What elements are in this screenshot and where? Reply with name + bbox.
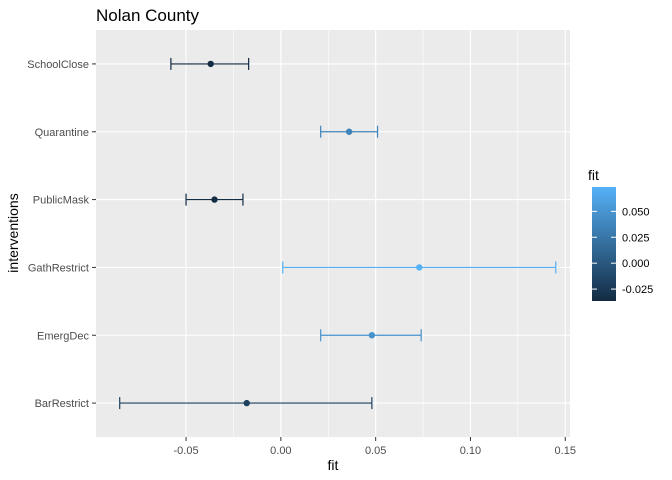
point-barrestrict <box>243 399 250 407</box>
point-emergdec <box>368 332 376 339</box>
y-tick-label: EmergDec <box>37 330 89 342</box>
x-tick-labels: -0.05 0.00 0.05 0.10 0.15 <box>174 445 576 457</box>
x-tick-label: 0.10 <box>460 445 481 457</box>
legend-colorbar <box>592 187 616 301</box>
point-quarantine <box>345 128 353 135</box>
x-tick-marks <box>185 437 566 441</box>
y-tick-label: Quarantine <box>35 127 89 139</box>
chart-title: Nolan County <box>96 6 200 25</box>
legend-label: -0.025 <box>622 284 653 296</box>
x-tick-label: 0.05 <box>365 445 386 457</box>
y-axis-title: interventions <box>5 193 21 272</box>
grid-minor <box>233 30 519 437</box>
point-gathrestrict <box>416 264 423 271</box>
y-tick-label: GathRestrict <box>28 262 89 274</box>
y-tick-label: BarRestrict <box>35 398 89 410</box>
x-tick-label: 0.15 <box>555 445 576 457</box>
x-axis-title: fit <box>328 457 339 473</box>
x-tick-label: -0.05 <box>174 445 199 457</box>
point-schoolclose <box>207 60 214 68</box>
legend: fit -0.025 0.000 0.025 0.050 <box>588 167 653 301</box>
y-tick-label: SchoolClose <box>27 59 89 71</box>
plot-panel <box>96 30 570 437</box>
legend-title: fit <box>588 167 599 183</box>
data-points <box>207 60 423 407</box>
point-publicmask <box>211 196 218 203</box>
y-tick-marks <box>92 63 96 404</box>
x-tick-label: 0.00 <box>270 445 291 457</box>
y-tick-label: PublicMask <box>33 195 90 207</box>
legend-label: 0.025 <box>622 232 650 244</box>
y-tick-labels: SchoolClose Quarantine PublicMask GathRestr… <box>27 59 89 410</box>
legend-label: 0.050 <box>622 206 650 218</box>
legend-ticks: -0.025 0.000 0.025 0.050 <box>592 206 653 296</box>
legend-label: 0.000 <box>622 258 650 270</box>
